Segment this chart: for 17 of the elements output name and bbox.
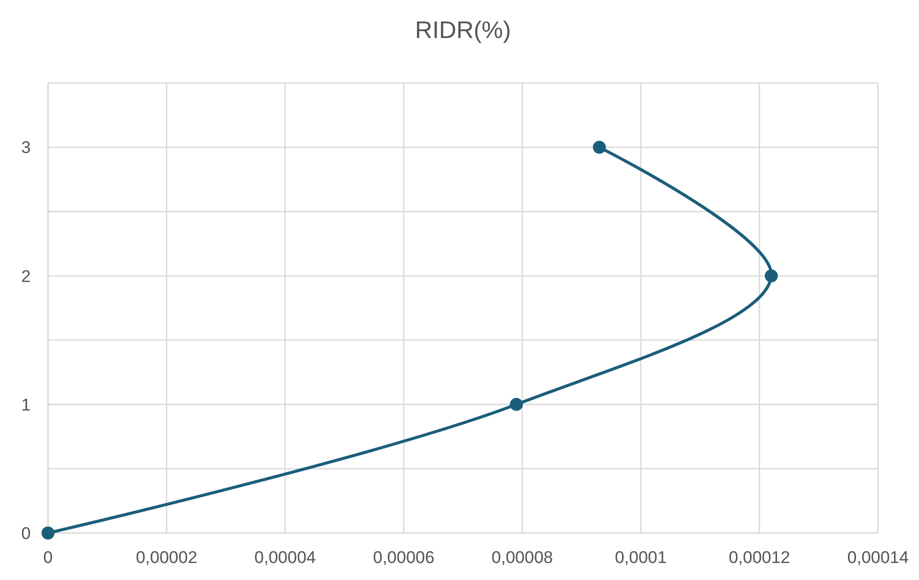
x-tick-label: 0,00006 bbox=[372, 548, 434, 567]
y-tick-label: 2 bbox=[21, 266, 31, 286]
point bbox=[592, 140, 606, 154]
x-tick-label: 0,00014 bbox=[847, 548, 909, 567]
point bbox=[764, 269, 778, 282]
x-tick-label: 0,00004 bbox=[254, 548, 316, 567]
x-tick-label: 0,00008 bbox=[492, 548, 554, 567]
y-tick-label: 3 bbox=[21, 138, 31, 158]
x-tick-label: 0,0001 bbox=[614, 548, 667, 567]
point bbox=[510, 398, 523, 411]
chart-title: RIDR(%) bbox=[415, 17, 511, 44]
x-tick-label: 0 bbox=[43, 548, 53, 567]
y-tick-label: 1 bbox=[21, 395, 31, 414]
y-tick-label: 0 bbox=[21, 524, 31, 543]
point bbox=[42, 526, 54, 540]
x-tick-label: 0,00012 bbox=[728, 548, 790, 567]
x-tick-label: 0,00002 bbox=[136, 548, 198, 567]
